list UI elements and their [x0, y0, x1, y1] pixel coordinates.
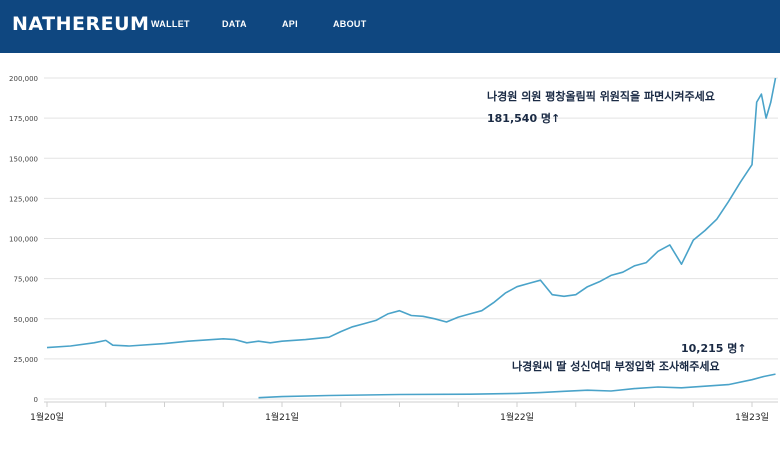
x-tick-label: 1월22일 [500, 411, 534, 423]
x-tick-label: 1월20일 [30, 411, 64, 423]
x-axis-ticks: 1월20일 1월21일 1월22일 1월23일 [30, 402, 769, 423]
annotation-1-count: 181,540 명↑ [487, 111, 560, 125]
y-tick-label: 125,000 [9, 195, 38, 203]
series-lines [46, 77, 777, 399]
y-tick-label: 50,000 [14, 316, 39, 324]
series-line-1 [46, 77, 777, 349]
annotation-1-title: 나경원 의원 평창올림픽 위원직을 파면시켜주세요 [487, 89, 715, 103]
brand-logo[interactable]: NATHEREUM [12, 13, 150, 35]
y-tick-label: 175,000 [9, 115, 38, 123]
y-tick-label: 150,000 [9, 155, 38, 163]
nav-api[interactable]: API [282, 19, 298, 29]
petition-signature-chart: 0 25,000 50,000 75,000 100,000 125,000 150,000… [9, 75, 778, 423]
x-tick-label: 1월21일 [265, 411, 299, 423]
y-tick-label: 200,000 [9, 75, 38, 83]
y-axis-ticks: 0 25,000 50,000 75,000 100,000 125,000 150,000… [9, 75, 38, 404]
annotations: 나경원 의원 평창올림픽 위원직을 파면시켜주세요 181,540 명↑ 10,… [487, 89, 747, 373]
y-tick-label: 25,000 [14, 356, 39, 364]
x-tick-label: 1월23일 [735, 411, 769, 423]
y-tick-label: 100,000 [9, 236, 38, 244]
annotation-2-count: 10,215 명↑ [681, 341, 747, 355]
nav-wallet[interactable]: WALLET [151, 19, 190, 29]
y-tick-label: 75,000 [14, 276, 39, 284]
y-tick-label: 0 [34, 396, 38, 404]
nav-data[interactable]: DATA [222, 19, 247, 29]
series-line-2 [258, 373, 776, 399]
grid-lines [44, 77, 778, 403]
annotation-2-title: 나경원씨 딸 성신여대 부정입학 조사해주세요 [512, 359, 720, 373]
top-nav-bar: NATHEREUM WALLET DATA API ABOUT [0, 0, 780, 53]
nav-about[interactable]: ABOUT [333, 19, 367, 29]
